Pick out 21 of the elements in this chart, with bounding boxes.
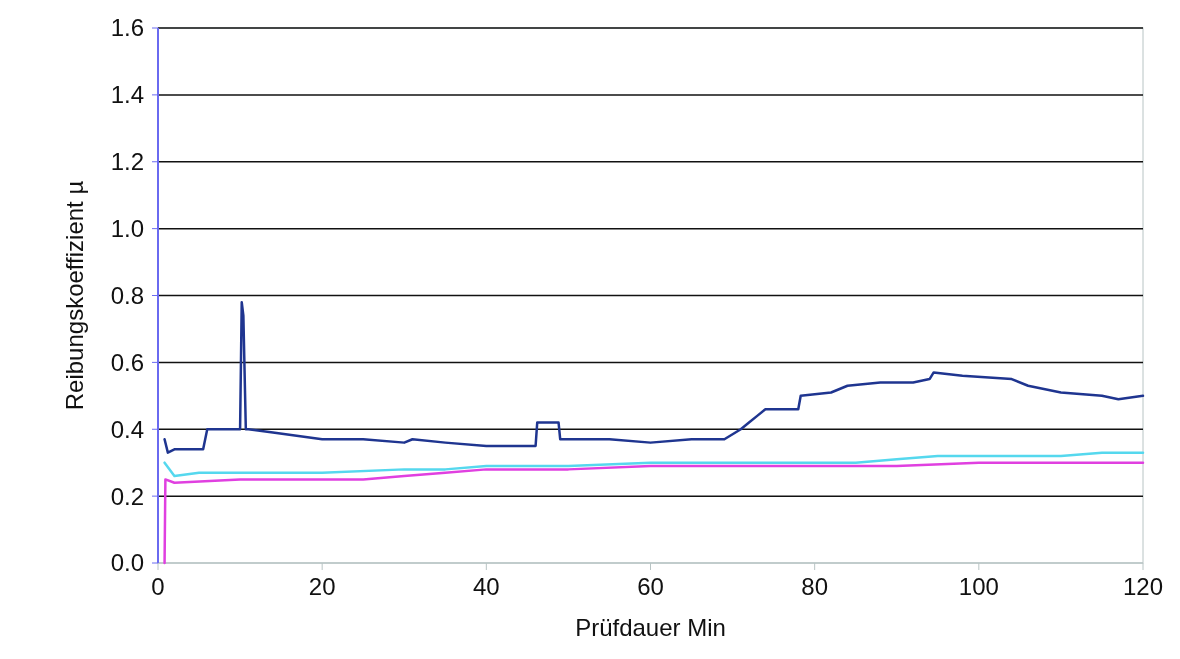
x-tick-label: 40 xyxy=(472,573,500,600)
y-tick-label: 0.2 xyxy=(110,482,144,510)
line-series xyxy=(163,300,1145,454)
y-tick-label: 1.4 xyxy=(110,81,144,109)
line-series xyxy=(163,451,1145,478)
y-tick-label: 0.0 xyxy=(110,549,144,577)
y-tick-label: 1.6 xyxy=(110,14,144,42)
y-tick-label: 0.8 xyxy=(110,281,144,309)
x-axis-title: Prüfdauer Min xyxy=(575,614,726,641)
y-tick-label: 0.4 xyxy=(110,415,144,443)
y-tick-label: 0.6 xyxy=(110,348,144,376)
y-axis-title: Reibungskoeffizient µ xyxy=(61,180,88,411)
x-tick-label: 120 xyxy=(1122,573,1164,600)
x-tick-label: 100 xyxy=(958,573,999,600)
x-tick-label: 80 xyxy=(801,573,829,600)
x-tick-label: 60 xyxy=(637,573,664,600)
x-tick-label: 0 xyxy=(151,573,165,600)
x-tick-label: 20 xyxy=(308,573,336,600)
y-tick-label: 1.0 xyxy=(110,215,144,243)
y-tick-label: 1.2 xyxy=(110,148,144,176)
line-series xyxy=(163,461,1145,565)
